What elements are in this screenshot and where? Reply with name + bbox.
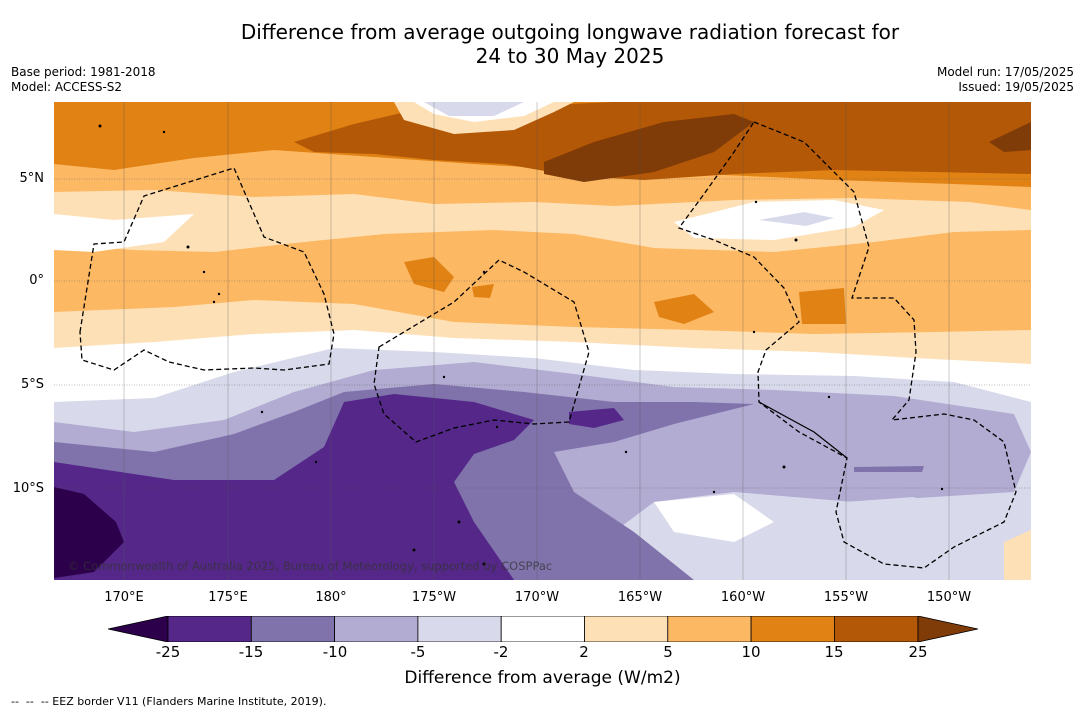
meta-left: Base period: 1981-2018 Model: ACCESS-S2 <box>11 65 156 95</box>
lon-label-150w: 150°W <box>926 590 972 605</box>
cbar-tick-5: 5 <box>663 643 673 661</box>
colorbar-seg-4 <box>417 616 502 642</box>
island-specks <box>98 124 944 566</box>
lat-label-5s: 5°S <box>20 377 44 392</box>
lon-label-165w: 165°W <box>617 590 663 605</box>
title-line-1: Difference from average outgoing longwav… <box>240 20 900 44</box>
graticule <box>54 178 1031 489</box>
lon-label-170w: 170°W <box>514 590 560 605</box>
model-name: Model: ACCESS-S2 <box>11 80 123 94</box>
lon-label-175w: 175°W <box>411 590 457 605</box>
blob-lav-se <box>844 497 954 550</box>
cbar-tick-neg2: -2 <box>493 643 509 661</box>
colorbar <box>108 616 978 642</box>
lon-label-155w: 155°W <box>823 590 869 605</box>
lon-label-160w: 160°W <box>720 590 766 605</box>
title-line-2: 24 to 30 May 2025 <box>475 44 665 68</box>
colorbar-seg-9 <box>834 616 919 642</box>
colorbar-seg-5 <box>500 616 585 642</box>
eez-solid <box>758 401 848 459</box>
colorbar-seg-6 <box>584 616 669 642</box>
graticule-meridians <box>123 102 950 580</box>
colorbar-seg-7 <box>667 616 752 642</box>
blob-10-15-b <box>654 294 714 324</box>
band-542788-south <box>54 394 534 580</box>
colorbar-label: Difference from average (W/m2) <box>404 668 681 688</box>
cbar-tick-neg5: -5 <box>410 643 426 661</box>
lat-label-5n: 5°N <box>19 171 45 186</box>
eez-west <box>79 167 335 371</box>
cbar-tick-neg10: -10 <box>322 643 348 661</box>
blob-10-15-d <box>472 284 494 298</box>
cbar-tick-25: 25 <box>908 643 928 661</box>
lat-label-10s: 10°S <box>12 481 44 496</box>
copyright-notice: © Commonwealth of Australia 2025, Bureau… <box>68 559 553 573</box>
blob-10-15-a <box>404 257 454 292</box>
cbar-tick-neg15: -15 <box>238 643 264 661</box>
issued-date: Issued: 19/05/2025 <box>958 80 1074 94</box>
cbar-tick-neg25: -25 <box>155 643 181 661</box>
blob-10-15-c <box>799 288 846 324</box>
meta-right: Model run: 17/05/2025 Issued: 19/05/2025 <box>937 65 1074 95</box>
band-gt25-north <box>544 114 754 182</box>
eez-borders <box>79 121 1017 569</box>
colorbar-extend-high <box>917 616 978 642</box>
lon-label-175e: 175°E <box>208 590 248 605</box>
cbar-tick-2: 2 <box>579 643 589 661</box>
map-title: Difference from average outgoing longwav… <box>0 20 1085 68</box>
colorbar-seg-8 <box>750 616 835 642</box>
lon-label-170e: 170°E <box>104 590 144 605</box>
base-period: Base period: 1981-2018 <box>11 65 156 79</box>
blob-white-se <box>654 494 774 542</box>
blob-542788-east <box>569 408 624 428</box>
cbar-tick-10: 10 <box>741 643 761 661</box>
anomaly-map <box>54 102 1031 580</box>
cbar-tick-15: 15 <box>824 643 844 661</box>
band-lt25-sw <box>54 487 124 578</box>
band-lav-north <box>759 212 834 226</box>
blob-cream-se <box>1004 530 1031 580</box>
band-gt25-ne <box>989 122 1031 152</box>
model-run: Model run: 17/05/2025 <box>936 65 1074 79</box>
eez-legend-note: -- -- -- EEZ border V11 (Flanders Marine… <box>11 695 327 708</box>
colorbar-seg-1 <box>167 616 252 642</box>
eez-central <box>373 259 590 443</box>
colorbar-seg-3 <box>334 616 419 642</box>
band-lav-top <box>424 102 524 116</box>
lat-label-0: 0° <box>29 273 44 288</box>
streak-8073ac-east <box>854 466 924 472</box>
colorbar-extend-low <box>108 616 169 642</box>
lon-label-180: 180° <box>315 590 347 605</box>
colorbar-seg-2 <box>250 616 336 642</box>
